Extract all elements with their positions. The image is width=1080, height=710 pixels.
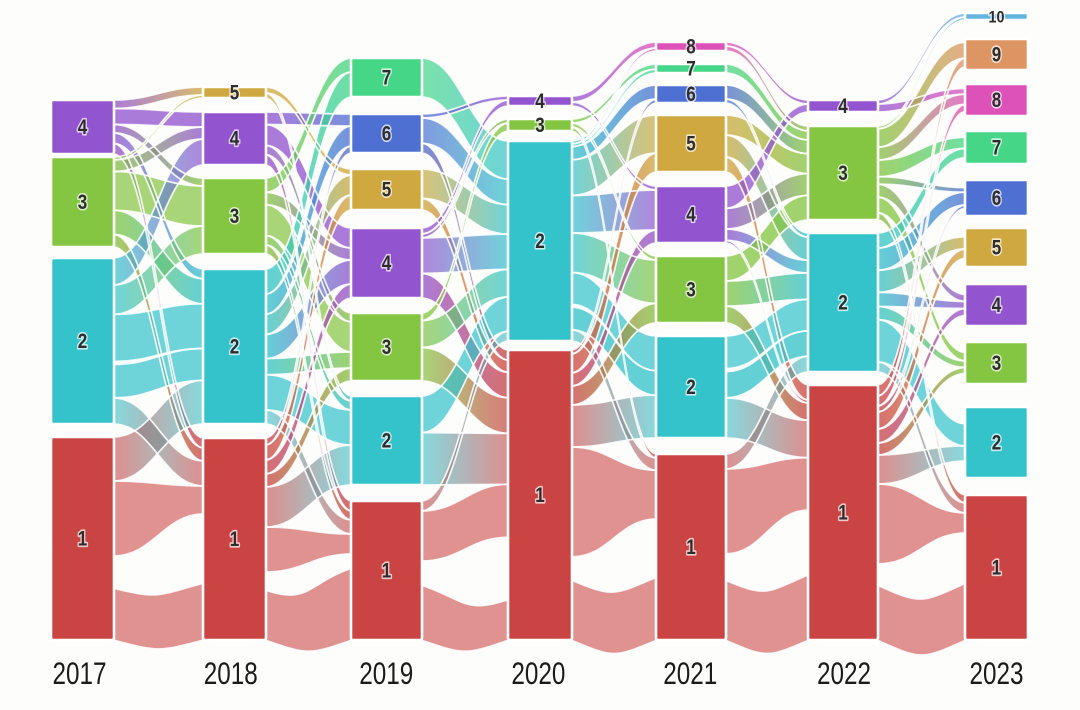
svg-text:8: 8 xyxy=(992,89,1002,112)
svg-text:4: 4 xyxy=(838,95,848,118)
svg-text:2: 2 xyxy=(838,292,848,315)
svg-text:8: 8 xyxy=(686,36,696,59)
svg-text:3: 3 xyxy=(686,279,696,302)
svg-text:2: 2 xyxy=(992,432,1002,455)
svg-text:4: 4 xyxy=(230,128,240,151)
svg-text:4: 4 xyxy=(992,294,1002,317)
svg-text:2: 2 xyxy=(382,430,392,453)
svg-text:2: 2 xyxy=(78,330,88,353)
svg-text:3: 3 xyxy=(535,114,545,137)
svg-text:5: 5 xyxy=(382,179,392,202)
svg-text:7: 7 xyxy=(992,137,1002,160)
svg-text:4: 4 xyxy=(78,116,88,139)
svg-text:3: 3 xyxy=(382,336,392,359)
svg-text:1: 1 xyxy=(78,528,88,551)
svg-text:10: 10 xyxy=(989,8,1005,27)
svg-text:6: 6 xyxy=(382,123,392,146)
svg-text:3: 3 xyxy=(838,162,848,185)
svg-text:3: 3 xyxy=(230,205,240,228)
svg-text:2020: 2020 xyxy=(511,655,565,691)
svg-text:4: 4 xyxy=(686,204,696,227)
svg-text:2: 2 xyxy=(230,336,240,359)
svg-text:2019: 2019 xyxy=(359,655,413,691)
svg-text:3: 3 xyxy=(78,191,88,214)
svg-text:1: 1 xyxy=(230,528,240,551)
svg-text:2017: 2017 xyxy=(53,655,107,691)
svg-text:2022: 2022 xyxy=(817,655,871,691)
svg-text:2018: 2018 xyxy=(204,655,258,691)
svg-text:4: 4 xyxy=(382,252,392,275)
svg-text:1: 1 xyxy=(686,536,696,559)
svg-text:2021: 2021 xyxy=(663,655,717,691)
svg-text:3: 3 xyxy=(992,352,1002,375)
svg-text:4: 4 xyxy=(535,90,545,113)
svg-text:6: 6 xyxy=(686,83,696,106)
svg-text:1: 1 xyxy=(535,484,545,507)
svg-text:2: 2 xyxy=(686,376,696,399)
svg-text:5: 5 xyxy=(230,82,240,105)
svg-text:1: 1 xyxy=(838,502,848,525)
svg-text:1: 1 xyxy=(992,557,1002,580)
svg-text:1: 1 xyxy=(382,560,392,583)
svg-text:5: 5 xyxy=(992,237,1002,260)
svg-text:2: 2 xyxy=(535,230,545,253)
svg-text:6: 6 xyxy=(992,187,1002,210)
svg-text:7: 7 xyxy=(382,67,392,90)
svg-text:5: 5 xyxy=(686,133,696,156)
svg-text:7: 7 xyxy=(686,58,696,81)
svg-text:9: 9 xyxy=(992,44,1002,67)
svg-text:2023: 2023 xyxy=(970,655,1024,691)
